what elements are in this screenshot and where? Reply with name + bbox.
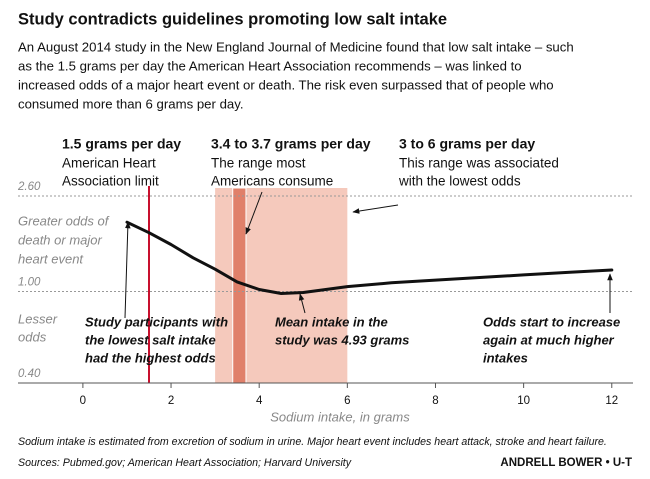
x-tick-label: 2 bbox=[168, 395, 174, 407]
x-tick-label: 6 bbox=[344, 395, 350, 407]
x-tick-label: 0 bbox=[80, 395, 86, 407]
x-tick-label: 10 bbox=[517, 395, 530, 407]
annotation-text: This range was associated bbox=[399, 156, 559, 171]
subtitle-line: as the 1.5 grams per day the American He… bbox=[18, 58, 522, 73]
x-axis-label: Sodium intake, in grams bbox=[270, 409, 410, 424]
annotation-text: with the lowest odds bbox=[398, 174, 521, 189]
subtitle-line: An August 2014 study in the New England … bbox=[18, 39, 574, 54]
subtitle-line: increased odds of a major heart event or… bbox=[18, 77, 554, 92]
x-tick-label: 8 bbox=[432, 395, 438, 407]
callout-text: had the highest odds bbox=[85, 350, 216, 365]
y-tick-label: 0.40 bbox=[18, 368, 41, 380]
subtitle-line: consumed more than 6 grams per day. bbox=[18, 96, 244, 111]
callout-text: Mean intake in the bbox=[275, 314, 388, 329]
y-tick-label: 1.00 bbox=[18, 276, 41, 288]
callout-text: Study participants with bbox=[85, 314, 228, 329]
annotation-text: Americans consume bbox=[211, 174, 333, 189]
annotation-title: 3 to 6 grams per day bbox=[399, 136, 535, 152]
foreground-layer: Study contradicts guidelines promoting l… bbox=[17, 10, 632, 469]
arrow bbox=[124, 221, 131, 319]
y-axis-label: Lesser bbox=[18, 311, 58, 326]
x-tick-label: 12 bbox=[605, 395, 618, 407]
callout-text: intakes bbox=[483, 350, 528, 365]
callout-text: study was 4.93 grams bbox=[275, 332, 409, 347]
credit: ANDRELL BOWER • U-T bbox=[500, 457, 632, 469]
y-axis-label: death or major bbox=[18, 232, 102, 247]
callout-text: again at much higher bbox=[483, 332, 615, 347]
sources: Sources: Pubmed.gov; American Heart Asso… bbox=[18, 457, 352, 469]
y-axis-label: heart event bbox=[18, 251, 84, 266]
x-tick-label: 4 bbox=[256, 395, 263, 407]
note: Sodium intake is estimated from excretio… bbox=[18, 436, 607, 448]
callout-text: the lowest salt intake bbox=[85, 332, 216, 347]
arrow bbox=[352, 204, 399, 214]
chart-title: Study contradicts guidelines promoting l… bbox=[18, 10, 447, 28]
y-axis-label: odds bbox=[18, 329, 47, 344]
annotation-text: Association limit bbox=[62, 174, 159, 189]
annotation-title: 1.5 grams per day bbox=[62, 136, 181, 152]
arrow bbox=[298, 293, 306, 314]
annotation-title: 3.4 to 3.7 grams per day bbox=[211, 136, 371, 152]
y-axis-label: Greater odds of bbox=[18, 213, 110, 228]
line-series bbox=[125, 220, 614, 295]
arrow bbox=[245, 191, 263, 235]
callout-text: Odds start to increase bbox=[483, 314, 620, 329]
y-tick-label: 2.60 bbox=[17, 181, 41, 193]
annotation-text: American Heart bbox=[62, 156, 156, 171]
annotation-text: The range most bbox=[211, 156, 306, 171]
